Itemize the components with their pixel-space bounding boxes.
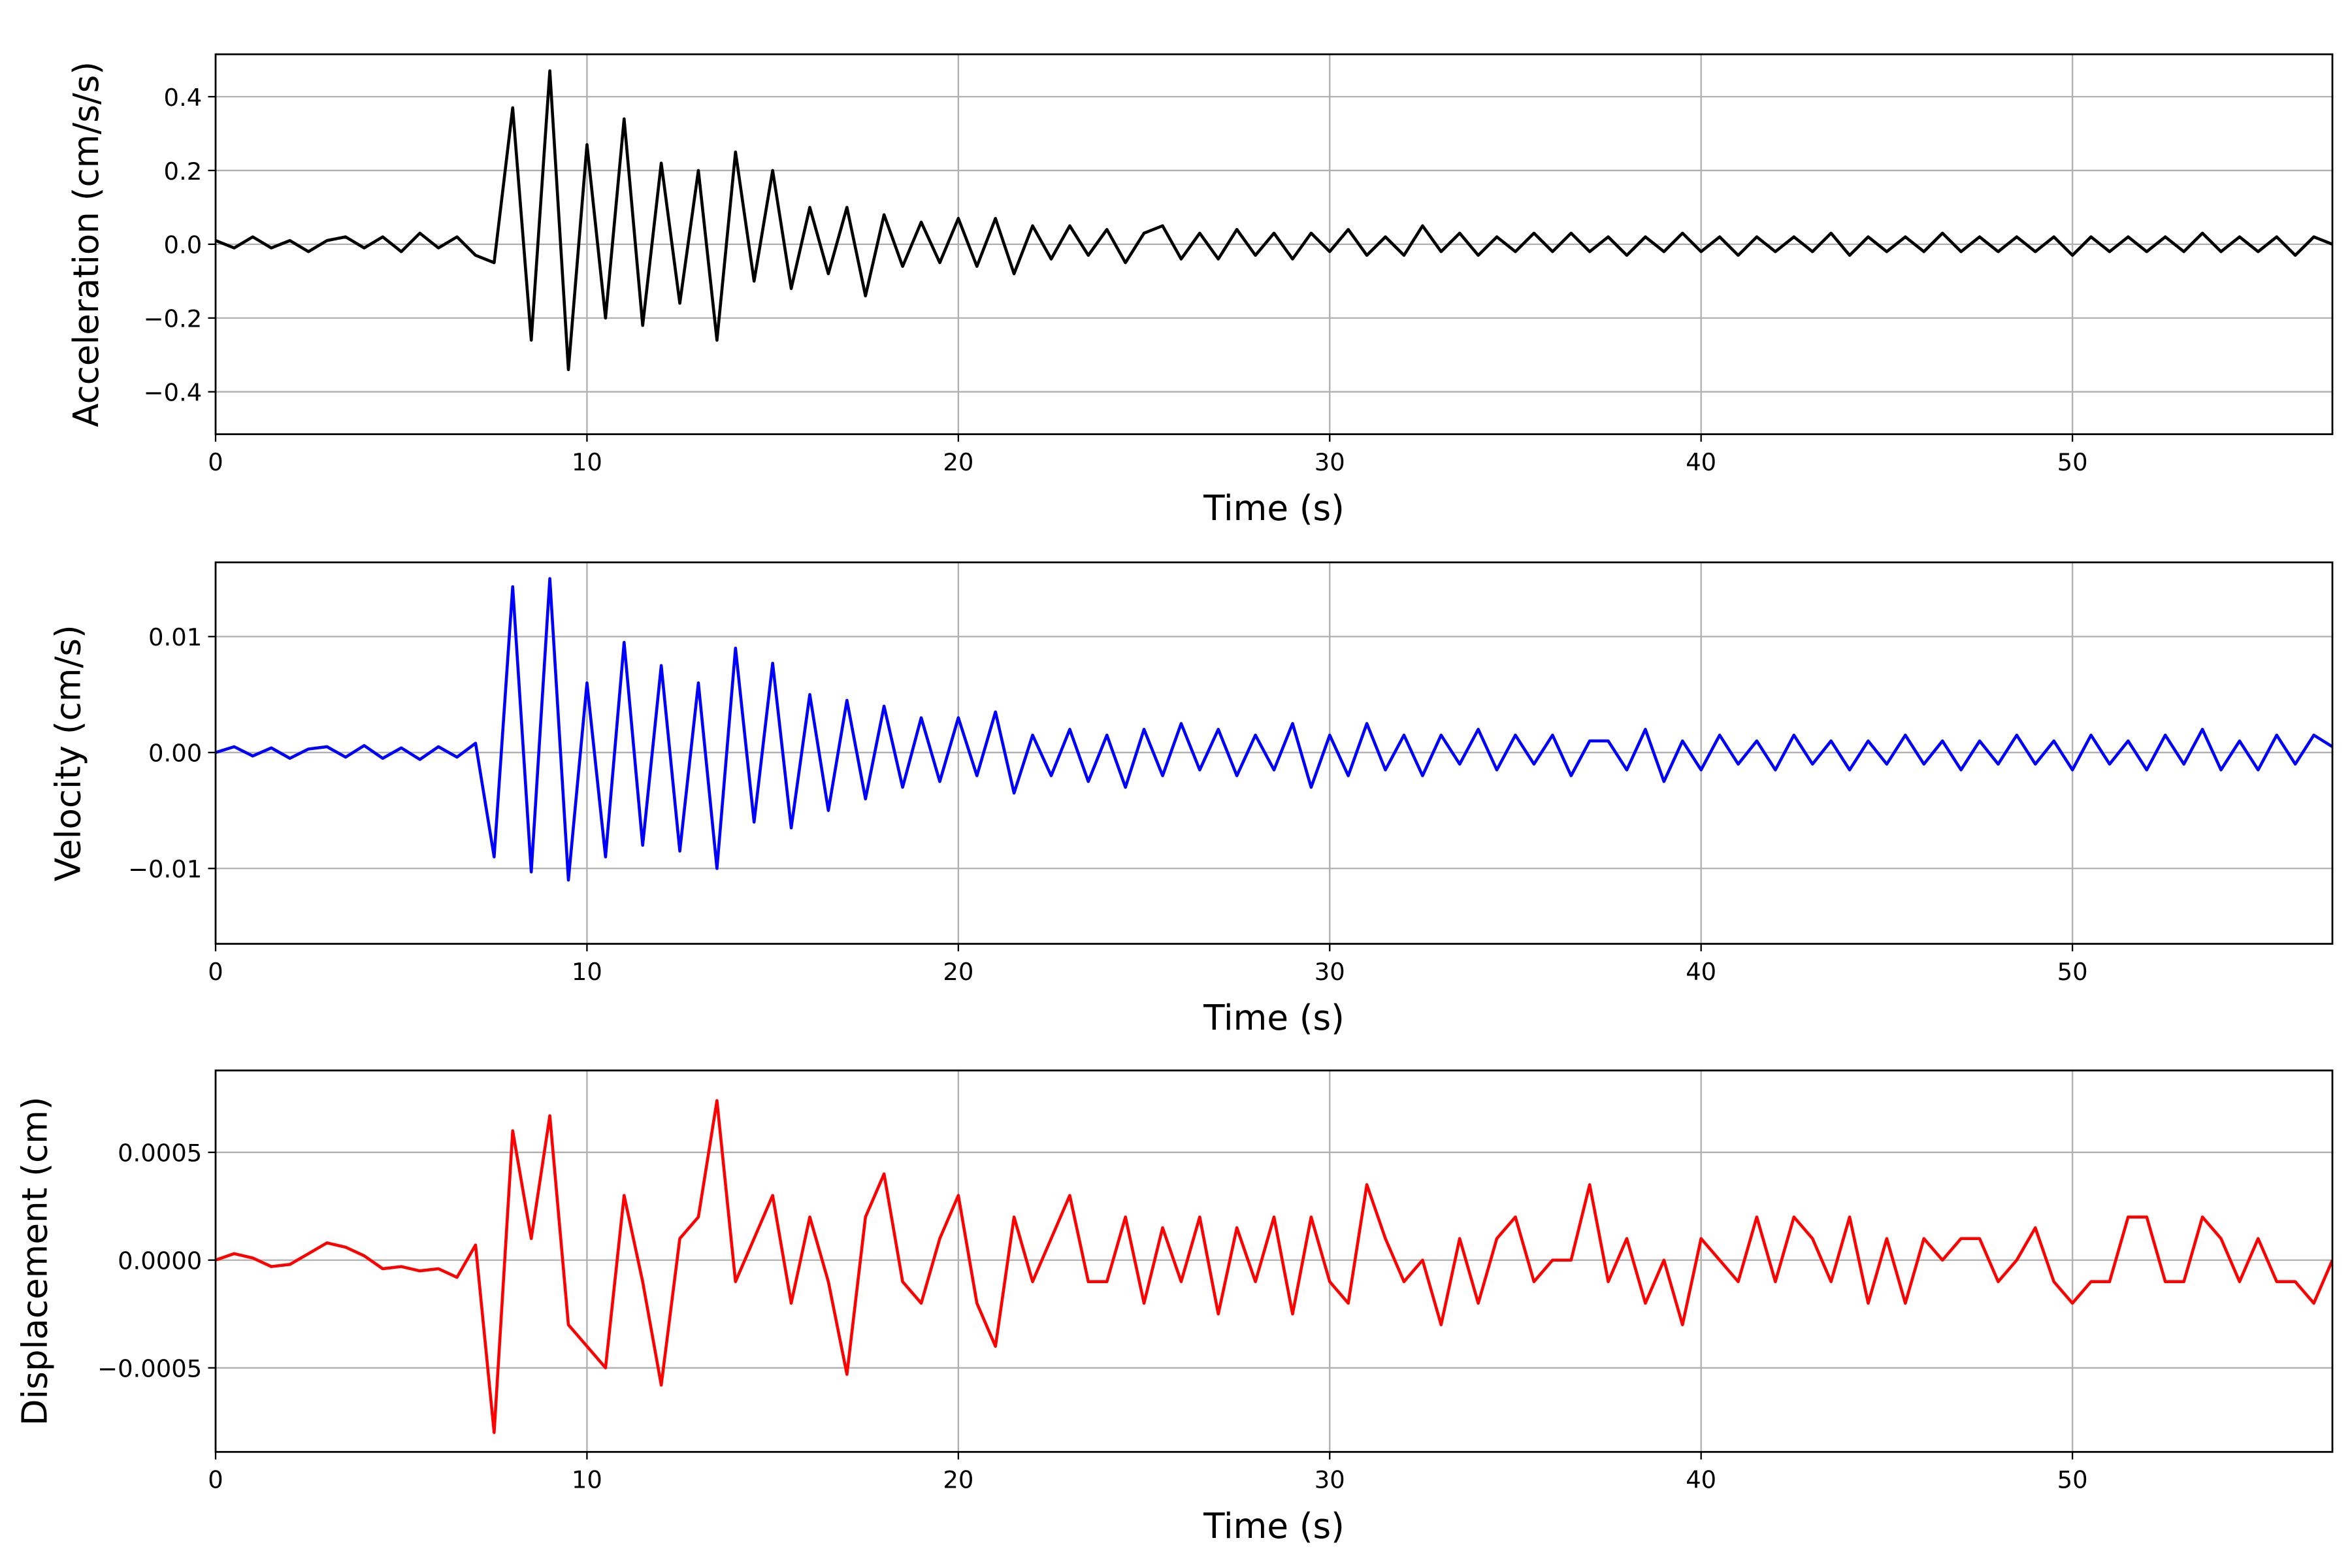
x-tick-label: 40 — [1686, 1466, 1716, 1494]
axes-frame — [214, 1070, 2334, 1453]
x-tick-label: 10 — [572, 958, 602, 986]
x-tick-label: 50 — [2057, 1466, 2088, 1494]
subplot: 0 10 20 30 40 50 −0.0005 0.0000 0.0005 Time (s) Di… — [15, 1070, 2334, 1546]
x-tick-label: 40 — [1686, 448, 1716, 476]
x-axis-label: Time (s) — [1203, 488, 1345, 529]
x-tick-label: 0 — [208, 448, 223, 476]
x-tick-label: 20 — [943, 958, 973, 986]
x-tick-label: 50 — [2057, 958, 2088, 986]
subplot: 0 10 20 30 40 50 −0.01 0.00 0.01 Time (s) Velocity… — [48, 561, 2334, 1038]
y-tick-label: 0.01 — [148, 623, 202, 651]
y-tick-label: −0.01 — [128, 855, 202, 883]
x-tick-label: 10 — [572, 1466, 602, 1494]
plot-area — [215, 69, 2332, 372]
y-tick-label: −0.4 — [144, 379, 203, 407]
y-tick-label: 0.00 — [148, 740, 202, 768]
x-tick-label: 40 — [1686, 958, 1716, 986]
y-axis-label: Velocity (cm/s) — [48, 625, 88, 881]
y-tick-label: 0.0 — [164, 231, 203, 259]
x-tick-label: 30 — [1315, 958, 1345, 986]
y-tick-label: −0.2 — [144, 305, 203, 333]
y-tick-label: 0.0005 — [118, 1139, 202, 1168]
x-tick-label: 0 — [208, 958, 223, 986]
axes-frame — [214, 53, 2334, 435]
data-line — [215, 577, 2332, 882]
y-tick-label: −0.0005 — [97, 1355, 202, 1383]
subplot: 0 10 20 30 40 50 −0.4 −0.2 0.0 0.2 0.4 Time (s) Acce… — [66, 53, 2334, 529]
plot-area — [215, 1099, 2332, 1434]
plot-area — [215, 577, 2332, 882]
y-axis-label: Acceleration (cm/s/s) — [66, 61, 106, 427]
y-tick-label: 0.0000 — [118, 1247, 202, 1275]
x-axis-label: Time (s) — [1203, 998, 1345, 1038]
x-axis-label: Time (s) — [1203, 1506, 1345, 1546]
x-tick-label: 20 — [943, 1466, 973, 1494]
x-tick-label: 50 — [2057, 448, 2088, 476]
data-line — [215, 69, 2332, 372]
x-tick-label: 30 — [1315, 1466, 1345, 1494]
x-tick-label: 30 — [1315, 448, 1345, 476]
y-tick-label: 0.2 — [164, 157, 203, 186]
x-tick-label: 0 — [208, 1466, 223, 1494]
data-line — [215, 1099, 2332, 1434]
x-tick-label: 10 — [572, 448, 602, 476]
y-tick-label: 0.4 — [164, 84, 203, 112]
y-axis-label: Displacement (cm) — [15, 1096, 56, 1426]
x-tick-label: 20 — [943, 448, 973, 476]
axes-frame — [214, 561, 2334, 945]
